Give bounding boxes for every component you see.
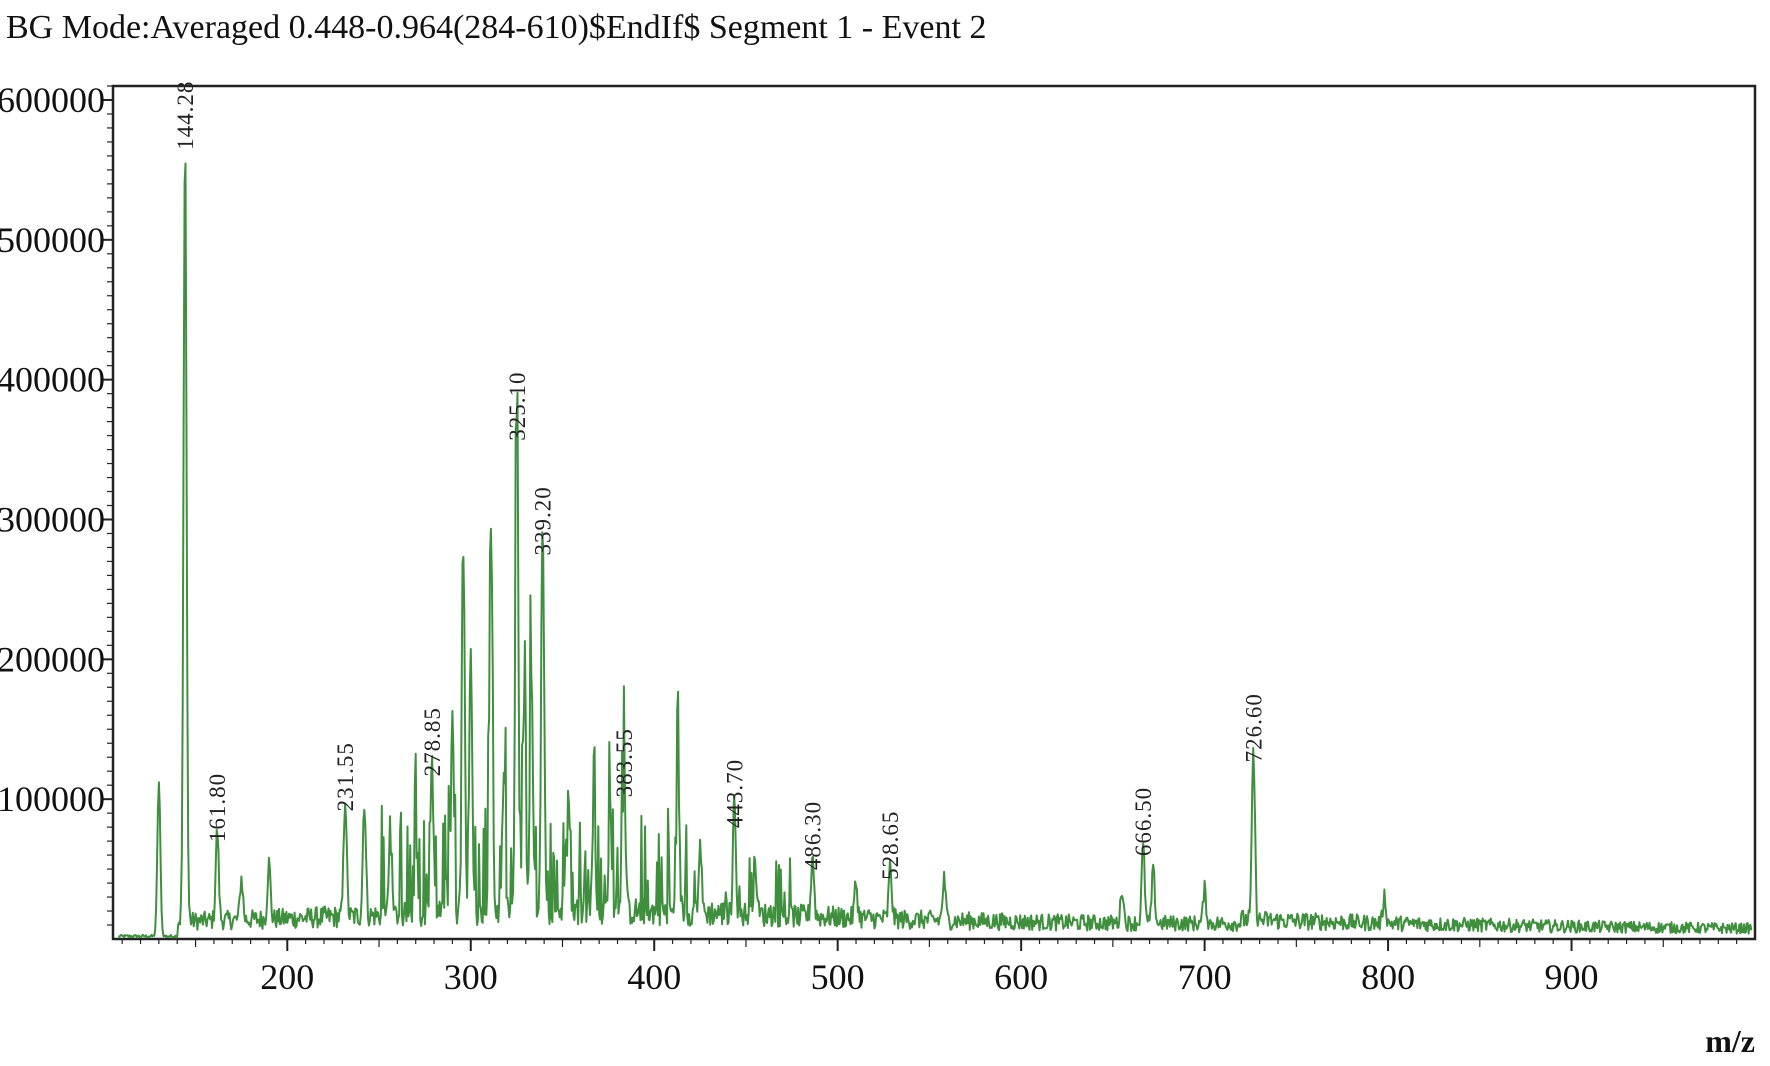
x-tick-label: 800 — [1361, 957, 1415, 997]
x-tick-label: 700 — [1178, 957, 1232, 997]
peak-label: 528.65 — [878, 811, 903, 880]
x-tick-label: 500 — [811, 957, 865, 997]
peak-label: 726.60 — [1241, 693, 1266, 762]
peak-labels: 144.28 161.80 231.55 278.85 325.10 339.20 383.… — [173, 81, 1266, 880]
peak-label: 231.55 — [333, 742, 358, 811]
peak-label: 443.70 — [722, 759, 747, 828]
peak-label: 383.55 — [612, 728, 637, 797]
y-tick-label: 400000 — [0, 360, 105, 400]
peak-label: 278.85 — [420, 707, 445, 776]
plot-frame — [111, 84, 1757, 941]
peak-label: 161.80 — [205, 773, 230, 842]
y-axis: 100000 200000 300000 400000 500000 600000 — [0, 80, 113, 926]
peak-label: 339.20 — [531, 486, 556, 555]
y-tick-label: 500000 — [0, 220, 105, 260]
x-tick-label: 400 — [627, 957, 681, 997]
x-axis: 200 300 400 500 600 700 800 900 — [121, 939, 1738, 997]
y-tick-label: 300000 — [0, 499, 105, 539]
x-axis-label: m/z — [1705, 1023, 1755, 1059]
x-tick-label: 300 — [444, 957, 498, 997]
y-tick-label: 600000 — [0, 80, 105, 120]
x-tick-label: 900 — [1545, 957, 1599, 997]
peak-label: 486.30 — [801, 801, 826, 870]
x-tick-label: 600 — [994, 957, 1048, 997]
y-tick-label: 200000 — [0, 639, 105, 679]
y-tick-label: 100000 — [0, 779, 105, 819]
x-tick-label: 200 — [260, 957, 314, 997]
spectrum-line — [117, 162, 1753, 939]
peak-label: 144.28 — [173, 81, 198, 150]
peak-label: 666.50 — [1131, 787, 1156, 856]
peak-label: 325.10 — [505, 372, 530, 441]
chart-title: BG Mode:Averaged 0.448-0.964(284-610)$En… — [6, 9, 986, 46]
